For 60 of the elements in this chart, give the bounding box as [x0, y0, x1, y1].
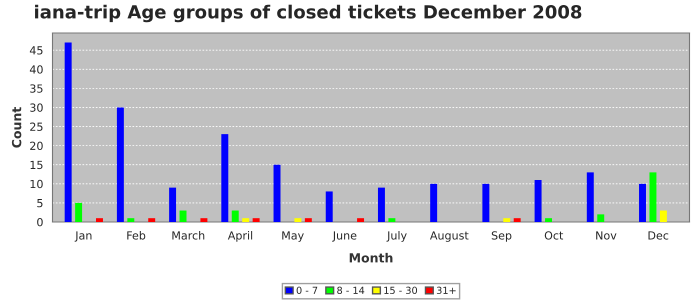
- x-tick-label: Sep: [492, 231, 512, 242]
- x-tick-label: Jan: [74, 231, 92, 242]
- bar: [180, 210, 187, 222]
- bar: [127, 218, 134, 222]
- x-tick-label: Oct: [544, 231, 564, 240]
- chart-title: iana-trip Age groups of closed tickets December 2008: [35, 4, 582, 22]
- bar: [514, 218, 521, 222]
- bar: [200, 218, 208, 222]
- y-tick-label: 10: [30, 180, 43, 188]
- x-tick-label: Nov: [596, 231, 616, 240]
- y-tick-label: 20: [30, 142, 43, 150]
- bar: [649, 172, 656, 222]
- x-tick-label: June: [332, 231, 356, 242]
- bar: [294, 218, 302, 222]
- bar: [660, 210, 667, 222]
- y-tick-label: 35: [30, 84, 42, 93]
- bar: [586, 172, 594, 222]
- bar: [252, 218, 260, 222]
- legend-label: 15 - 30: [384, 286, 418, 294]
- bar: [232, 210, 239, 222]
- bar: [75, 202, 82, 222]
- x-tick-label: April: [228, 231, 252, 242]
- bar: [639, 184, 646, 222]
- x-tick-label: July: [386, 231, 407, 242]
- y-tick-label: 25: [30, 122, 42, 131]
- bar: [221, 134, 228, 222]
- bar: [357, 218, 364, 222]
- bar: [116, 107, 124, 222]
- x-tick-label: March: [172, 231, 204, 240]
- bar: [503, 218, 510, 222]
- bar: [378, 188, 385, 222]
- bar: [482, 184, 490, 222]
- legend-label: 0 - 7: [296, 286, 318, 294]
- legend-label: 8 - 14: [337, 286, 364, 294]
- bar: [597, 214, 604, 222]
- bar: [326, 191, 333, 222]
- bar: [388, 218, 396, 222]
- bar: [304, 218, 312, 222]
- x-tick-label: Dec: [648, 231, 668, 240]
- legend-label: 31+: [436, 286, 456, 294]
- bar: [534, 180, 542, 222]
- y-tick-label: 45: [30, 46, 42, 55]
- x-tick-label: August: [430, 231, 468, 242]
- y-tick-label: 30: [30, 103, 43, 112]
- bar: [430, 184, 438, 222]
- x-axis-title: Month: [350, 252, 392, 263]
- bar: [545, 218, 552, 222]
- bar: [64, 42, 72, 222]
- y-tick-label: 5: [37, 199, 42, 208]
- x-tick-label: Feb: [127, 231, 146, 240]
- bar: [274, 164, 280, 222]
- y-axis-title: Count: [12, 107, 22, 148]
- y-tick-label: 40: [30, 65, 43, 74]
- bar: [169, 188, 176, 222]
- bar: [96, 218, 103, 222]
- x-tick-label: May: [282, 231, 304, 242]
- y-tick-label: 0: [37, 218, 43, 226]
- bar: [148, 218, 156, 222]
- y-tick-label: 15: [30, 160, 42, 170]
- bar: [242, 218, 250, 222]
